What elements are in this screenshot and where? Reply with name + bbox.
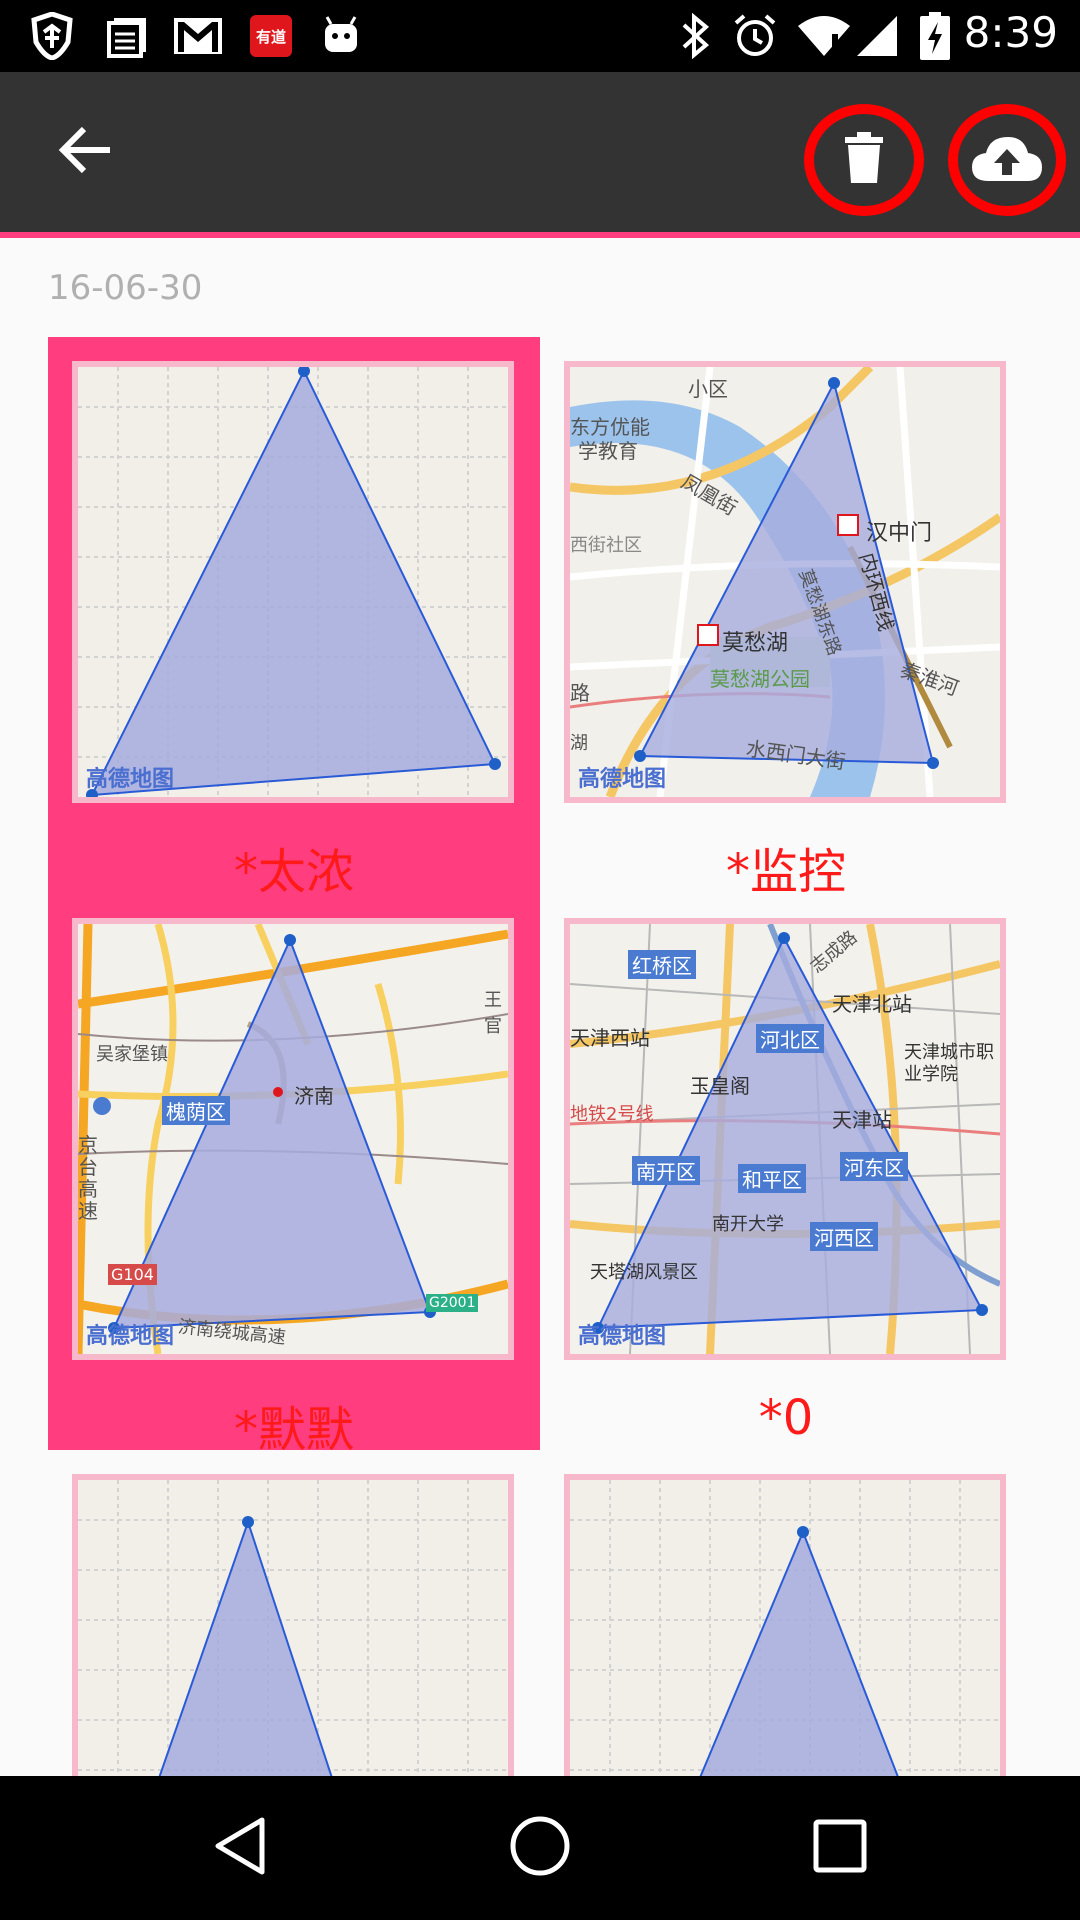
map-watermark: 高德地图 bbox=[578, 1324, 667, 1349]
map-label: G104 bbox=[108, 1264, 157, 1285]
map-label: 南开区 bbox=[632, 1156, 700, 1185]
map-label: 西街社区 bbox=[570, 535, 642, 556]
map-watermark: 高德地图 bbox=[578, 767, 667, 792]
map-label: 济南 bbox=[294, 1084, 334, 1108]
toolbar-accent-line bbox=[0, 232, 1080, 238]
gmail-icon bbox=[172, 12, 224, 60]
upload-highlight-ring bbox=[948, 104, 1066, 216]
map-label: 南开大学 bbox=[712, 1214, 784, 1235]
map-label: 路 bbox=[570, 681, 590, 705]
map-thumbnail-1[interactable]: 高德地图 bbox=[72, 361, 514, 803]
item-caption-1: *太浓 bbox=[233, 844, 354, 900]
nav-home-icon bbox=[508, 1814, 572, 1882]
map-label: 汉中门 bbox=[866, 521, 933, 546]
map-label: 莫愁湖公园 bbox=[710, 667, 810, 691]
nav-back-button[interactable] bbox=[194, 1802, 286, 1894]
map-label: 天津北站 bbox=[832, 992, 912, 1016]
map-label: 河西区 bbox=[810, 1222, 878, 1251]
item-caption-4: *0 bbox=[758, 1390, 814, 1446]
upload-button[interactable] bbox=[948, 104, 1066, 216]
alarm-icon bbox=[732, 12, 778, 60]
map-label: 京台高速 bbox=[78, 1133, 98, 1223]
map-thumbnail-5[interactable] bbox=[72, 1474, 514, 1776]
youdao-label: 有道 bbox=[250, 15, 292, 57]
map-label: 河东区 bbox=[840, 1152, 908, 1181]
item-caption-3: *默默 bbox=[233, 1402, 354, 1458]
map-label: 小区 bbox=[688, 377, 728, 401]
map-watermark: 高德地图 bbox=[86, 1324, 175, 1349]
navigation-bar bbox=[0, 1776, 1080, 1920]
map-label: 天塔湖风景区 bbox=[590, 1262, 698, 1283]
map-thumbnail-6[interactable] bbox=[564, 1474, 1006, 1776]
item-caption-2: *监控 bbox=[725, 844, 846, 900]
map-label: 红桥区 bbox=[628, 950, 696, 979]
delete-button[interactable] bbox=[804, 104, 924, 216]
arrow-left-icon bbox=[58, 125, 114, 179]
map-label: 槐荫区 bbox=[162, 1096, 230, 1125]
map-label: G2001 bbox=[426, 1294, 479, 1312]
nav-recents-button[interactable] bbox=[794, 1802, 886, 1894]
map-label: 吴家堡镇 bbox=[96, 1044, 168, 1065]
map-label: 地铁2号线 bbox=[570, 1104, 654, 1125]
map-label: 天津城市职业学院 bbox=[904, 1042, 994, 1085]
youdao-icon: 有道 bbox=[248, 12, 294, 60]
android-icon bbox=[318, 12, 364, 60]
map-thumbnail-4[interactable]: 红桥区 志成路 天津北站 天津西站 河北区 天津城市职业学院 玉皇阁 地铁2号线… bbox=[564, 918, 1006, 1360]
delete-highlight-ring bbox=[804, 104, 924, 216]
map-label: 学教育 bbox=[578, 439, 638, 463]
back-button[interactable] bbox=[44, 110, 128, 194]
shield-icon bbox=[28, 12, 76, 60]
nav-home-button[interactable] bbox=[494, 1802, 586, 1894]
map-label: 天津西站 bbox=[570, 1026, 650, 1050]
signal-icon bbox=[854, 12, 900, 60]
map-label: 东方优能 bbox=[570, 415, 650, 439]
status-time: 8:39 bbox=[963, 8, 1058, 57]
map-thumbnail-3[interactable]: 吴家堡镇 槐荫区 济南 王官 京台高速 G104 G2001 济南绕城高速 高德… bbox=[72, 918, 514, 1360]
notes-icon bbox=[104, 12, 152, 60]
map-label: 天津站 bbox=[832, 1108, 892, 1132]
map-watermark: 高德地图 bbox=[86, 767, 175, 792]
app-toolbar bbox=[0, 72, 1080, 232]
map-label: 和平区 bbox=[738, 1164, 806, 1193]
map-thumbnail-2[interactable]: 小区 东方优能 学教育 凤凰街 汉中门 西街社区 内环西线 莫愁湖 莫愁湖东路 … bbox=[564, 361, 1006, 803]
map-label: 河北区 bbox=[756, 1024, 824, 1053]
map-label: 湖 bbox=[570, 733, 588, 754]
nav-back-icon bbox=[210, 1814, 270, 1882]
status-bar: 有道 8:39 bbox=[0, 0, 1080, 72]
battery-charging-icon bbox=[918, 12, 952, 60]
bluetooth-icon bbox=[678, 12, 712, 60]
wifi-icon bbox=[796, 12, 852, 60]
map-label: 莫愁湖 bbox=[722, 631, 789, 656]
date-header: 16-06-30 bbox=[48, 268, 203, 308]
map-label: 玉皇阁 bbox=[690, 1074, 750, 1098]
map-label: 王官 bbox=[484, 990, 502, 1037]
nav-recents-icon bbox=[812, 1818, 868, 1878]
